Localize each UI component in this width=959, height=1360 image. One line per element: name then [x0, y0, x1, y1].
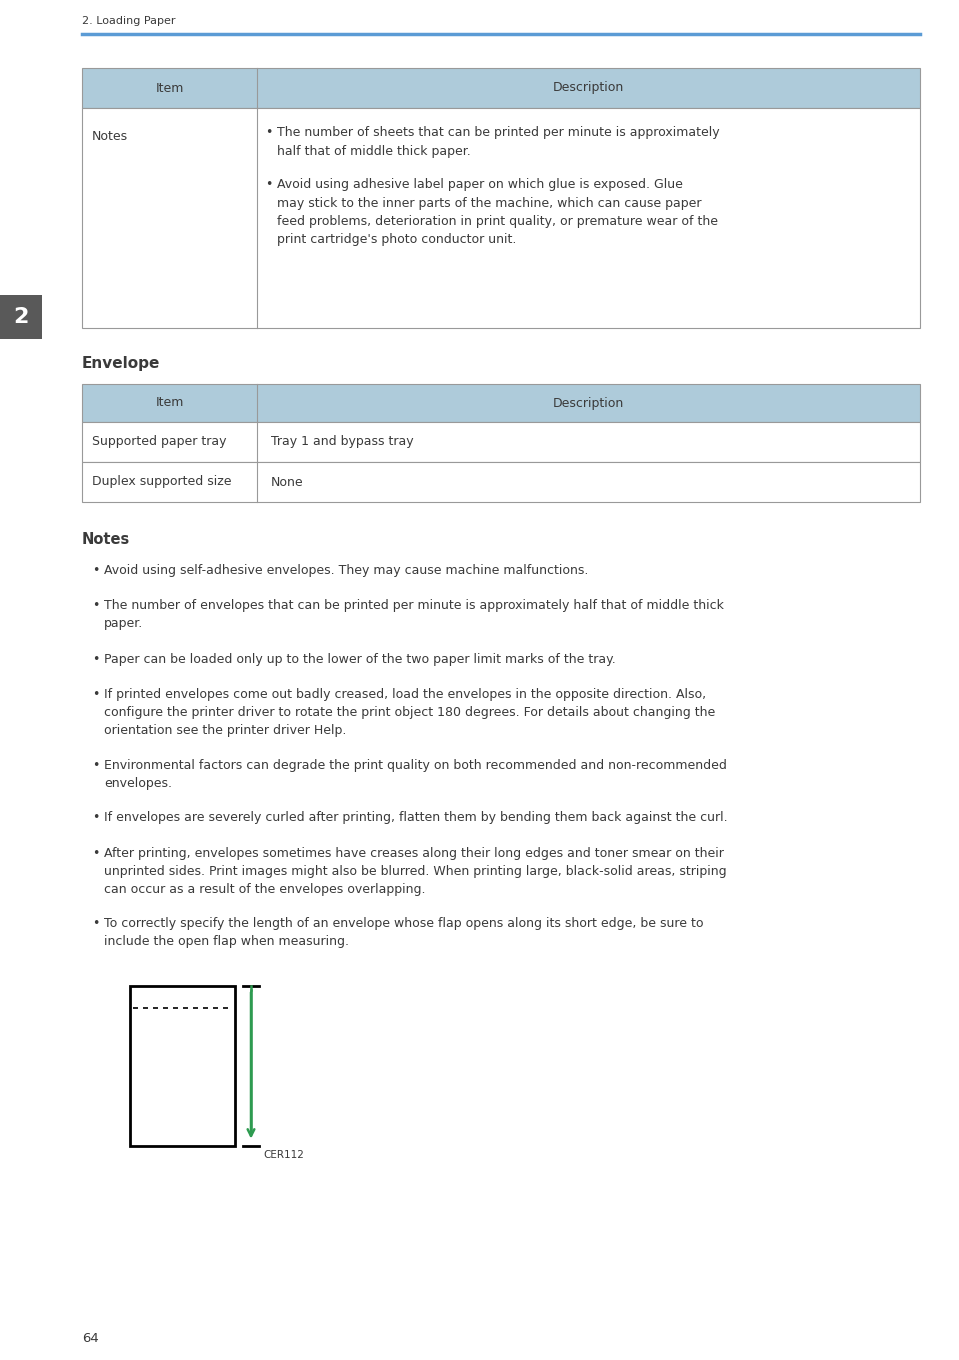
Bar [82, 68, 920, 107]
Text: •: • [265, 126, 272, 139]
Text: •: • [92, 653, 100, 665]
Text: CER112: CER112 [263, 1149, 304, 1160]
Text: After printing, envelopes sometimes have creases along their long edges and tone: After printing, envelopes sometimes have… [104, 847, 727, 896]
Text: Notes: Notes [82, 532, 130, 547]
Bar [82, 422, 920, 462]
Text: Duplex supported size: Duplex supported size [92, 476, 231, 488]
Text: Item: Item [155, 397, 184, 409]
Text: •: • [92, 812, 100, 824]
Text: Description: Description [553, 397, 624, 409]
Text: Environmental factors can degrade the print quality on both recommended and non-: Environmental factors can degrade the pr… [104, 759, 727, 790]
Text: Avoid using self-adhesive envelopes. They may cause machine malfunctions.: Avoid using self-adhesive envelopes. The… [104, 564, 589, 577]
Text: If envelopes are severely curled after printing, flatten them by bending them ba: If envelopes are severely curled after p… [104, 812, 728, 824]
Text: None: None [271, 476, 304, 488]
Text: Item: Item [155, 82, 184, 94]
Text: Notes: Notes [92, 131, 129, 143]
Bar [0, 295, 42, 339]
Text: •: • [92, 918, 100, 930]
Text: Description: Description [553, 82, 624, 94]
Text: Paper can be loaded only up to the lower of the two paper limit marks of the tra: Paper can be loaded only up to the lower… [104, 653, 616, 665]
Text: The number of sheets that can be printed per minute is approximately
half that o: The number of sheets that can be printed… [277, 126, 719, 158]
Text: Supported paper tray: Supported paper tray [92, 435, 226, 449]
Text: 2. Loading Paper: 2. Loading Paper [82, 16, 175, 26]
Text: The number of envelopes that can be printed per minute is approximately half tha: The number of envelopes that can be prin… [104, 600, 724, 631]
Bar [82, 384, 920, 422]
Bar [130, 986, 235, 1145]
Text: •: • [265, 178, 272, 190]
Text: •: • [92, 688, 100, 700]
Text: 2: 2 [13, 307, 29, 326]
Text: •: • [92, 847, 100, 860]
Text: •: • [92, 564, 100, 577]
Bar [82, 462, 920, 502]
Text: •: • [92, 759, 100, 771]
Text: •: • [92, 600, 100, 612]
Text: Envelope: Envelope [82, 356, 160, 371]
Text: If printed envelopes come out badly creased, load the envelopes in the opposite : If printed envelopes come out badly crea… [104, 688, 715, 737]
Text: To correctly specify the length of an envelope whose flap opens along its short : To correctly specify the length of an en… [104, 918, 704, 948]
Text: 64: 64 [82, 1331, 99, 1345]
Text: Avoid using adhesive label paper on which glue is exposed. Glue
may stick to the: Avoid using adhesive label paper on whic… [277, 178, 718, 246]
Bar [82, 107, 920, 328]
Text: Tray 1 and bypass tray: Tray 1 and bypass tray [271, 435, 413, 449]
